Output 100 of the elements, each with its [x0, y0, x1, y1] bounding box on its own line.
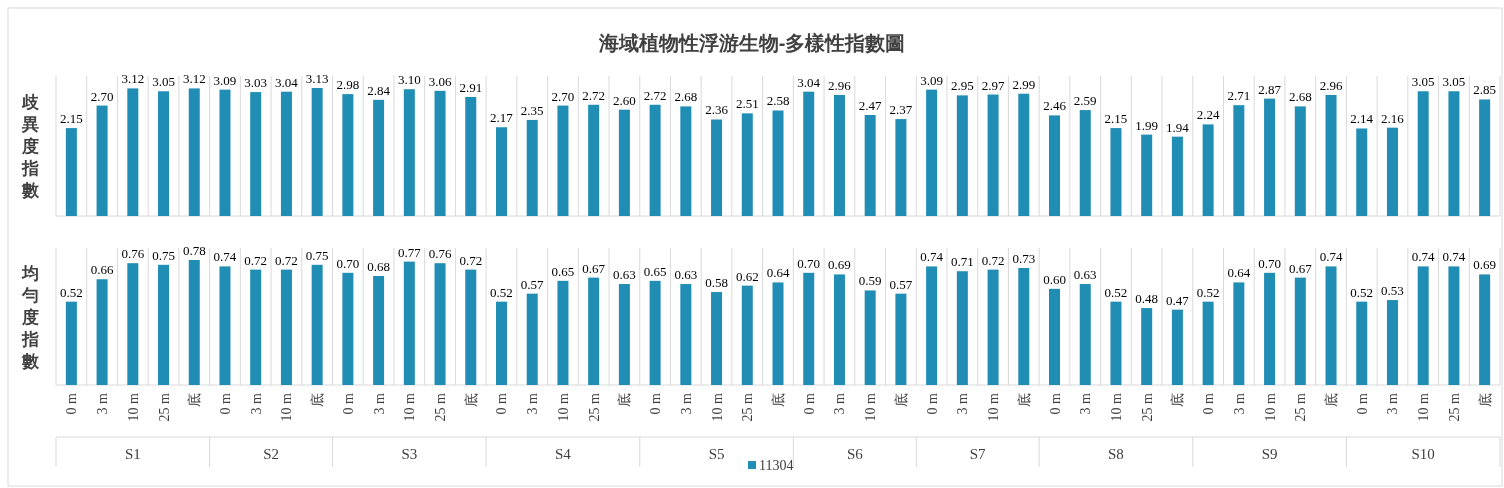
x-tick-label: 底	[310, 393, 326, 407]
data-label: 0.77	[397, 244, 422, 260]
bar	[833, 274, 845, 385]
bar	[1018, 93, 1030, 216]
bar	[403, 261, 415, 385]
data-label: 0.72	[275, 252, 298, 268]
bar	[680, 106, 692, 216]
y-axis-title: 均勻度指數	[20, 263, 40, 371]
data-label: 0.73	[1012, 251, 1036, 267]
x-tick-label: 10 m	[125, 392, 141, 422]
bar	[250, 92, 262, 216]
x-tick-label: 25 m	[586, 392, 602, 422]
x-tick-label: 25 m	[740, 392, 756, 422]
data-label: 0.48	[1135, 291, 1159, 307]
data-label: 0.63	[1073, 267, 1097, 283]
bar	[342, 272, 354, 385]
data-label: 0.71	[950, 254, 974, 270]
x-tick-label: 3 m	[1385, 392, 1401, 415]
bar	[158, 91, 170, 216]
data-label: 0.62	[735, 268, 759, 284]
bar	[1356, 301, 1368, 385]
bar	[741, 113, 753, 216]
data-label: 2.37	[889, 102, 913, 118]
bar	[711, 119, 723, 216]
bar	[1294, 106, 1306, 216]
x-tick-label: 0 m	[217, 392, 233, 415]
bar	[373, 276, 385, 385]
legend-label: 11304	[759, 458, 794, 473]
bar	[557, 105, 569, 216]
text: S2	[263, 446, 279, 462]
x-tick-label: 3 m	[832, 392, 848, 415]
bar	[373, 99, 385, 216]
bar	[188, 88, 200, 216]
bar	[987, 94, 999, 216]
data-label: 0.72	[981, 252, 1005, 268]
bar	[1202, 124, 1214, 216]
bar	[895, 293, 907, 385]
bar	[219, 89, 231, 216]
bar	[219, 266, 231, 385]
data-label: 2.84	[367, 82, 391, 98]
x-tick-label: 3 m	[248, 392, 264, 415]
bar	[803, 91, 815, 216]
bar	[649, 280, 661, 385]
data-label: 2.72	[643, 87, 667, 103]
bar	[1356, 128, 1368, 216]
data-label: 3.13	[305, 71, 329, 86]
data-label: 3.04	[797, 74, 821, 90]
data-label: 3.09	[213, 72, 237, 88]
x-tick-label: 底	[1170, 393, 1186, 407]
data-label: 2.59	[1073, 93, 1097, 109]
text: S10	[1411, 446, 1435, 462]
bar	[127, 88, 139, 216]
data-label: 0.52	[59, 284, 83, 300]
text: S9	[1261, 446, 1278, 462]
x-tick-label: 0 m	[648, 392, 664, 415]
bar	[895, 119, 907, 216]
bar	[1049, 115, 1061, 216]
bar	[864, 290, 876, 385]
bar	[280, 91, 292, 216]
bar	[926, 266, 938, 385]
data-label: 0.63	[613, 267, 636, 283]
text: S7	[969, 446, 987, 462]
data-label: 3.05	[1411, 74, 1435, 90]
bar	[618, 284, 630, 385]
bar	[711, 292, 723, 385]
data-label: 0.70	[797, 255, 821, 271]
bar	[1049, 288, 1061, 385]
bar	[864, 114, 876, 216]
bar	[1386, 300, 1398, 385]
data-label: 0.52	[1104, 284, 1128, 300]
bar	[1233, 105, 1245, 216]
bar	[1325, 266, 1337, 385]
x-tick-label: 底	[187, 393, 203, 407]
x-tick-label: 0 m	[64, 392, 80, 415]
data-label: 0.78	[182, 243, 206, 258]
bar	[1171, 309, 1183, 385]
data-label: 2.96	[1319, 77, 1343, 93]
bar	[465, 97, 477, 216]
data-label: 0.74	[1411, 249, 1436, 265]
bar	[311, 88, 323, 216]
bar	[1479, 274, 1491, 385]
data-label: 2.60	[613, 92, 636, 108]
data-label: 2.36	[705, 102, 729, 118]
bar	[680, 284, 692, 385]
data-label: 0.47	[1166, 292, 1190, 308]
data-label: 2.71	[1227, 88, 1251, 104]
bar	[1202, 301, 1214, 385]
bar	[1079, 284, 1091, 385]
x-tick-label: 3 m	[1231, 392, 1247, 415]
data-label: 2.87	[1258, 81, 1282, 97]
data-label: 0.52	[490, 284, 513, 300]
bar	[526, 119, 538, 216]
bar	[956, 95, 968, 216]
x-tick-label: 0 m	[1354, 392, 1370, 415]
x-tick-label: 10 m	[863, 392, 879, 422]
data-label: 0.65	[551, 263, 575, 279]
bar	[557, 280, 569, 385]
bar	[526, 293, 538, 385]
x-tick-label: 10 m	[1108, 392, 1124, 422]
data-label: 2.68	[1288, 89, 1312, 105]
